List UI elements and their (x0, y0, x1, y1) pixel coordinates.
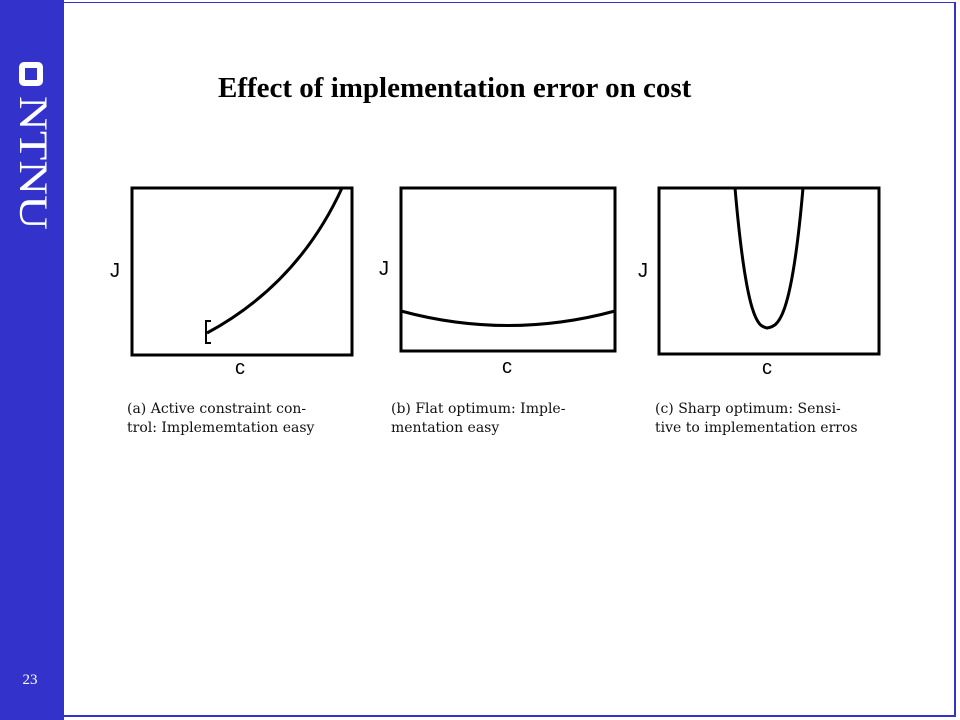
x-axis-label: c (762, 357, 772, 379)
caption-line: (b) Flat optimum: Imple- (391, 401, 566, 417)
plot-active-constraint: J c (110, 186, 354, 379)
panel-sharp-optimum: J c (c) Sharp optimum: Sensi- tive to im… (637, 176, 887, 446)
caption-line: tive to implementation erros (655, 420, 858, 436)
caption-line: (a) Active constraint con- (127, 401, 307, 417)
page-title: Effect of implementation error on cost (218, 72, 692, 104)
y-axis-label: J (110, 260, 120, 282)
ntnu-logo-icon (19, 62, 43, 86)
caption-a: (a) Active constraint con- trol: Impleme… (127, 400, 377, 438)
panel-active-constraint: J c (a) Active constraint con- trol: Imp… (110, 176, 360, 446)
y-axis-label: J (638, 260, 648, 282)
y-axis-label: J (379, 258, 389, 280)
caption-line: (c) Sharp optimum: Sensi- (655, 401, 841, 417)
sidebar: NTNU 23 (0, 0, 64, 720)
logo-text: NTNU (11, 96, 56, 230)
cost-curve-a (206, 187, 344, 335)
plot-flat-optimum: J c (379, 186, 617, 378)
cost-curve-b (400, 309, 616, 327)
content-frame (64, 2, 956, 717)
ntnu-logo-wordmark: NTNU (11, 96, 56, 230)
x-axis-label: c (235, 357, 245, 379)
plot-sharp-optimum: J c (638, 186, 881, 379)
caption-line: trol: Implememtation easy (127, 420, 315, 436)
panel-flat-optimum: J c (b) Flat optimum: Imple- mentation e… (379, 176, 629, 446)
page-number: 23 (22, 672, 38, 688)
caption-line: mentation easy (391, 420, 500, 436)
caption-c: (c) Sharp optimum: Sensi- tive to implem… (655, 400, 905, 438)
cost-curve-c (733, 187, 805, 330)
caption-b: (b) Flat optimum: Imple- mentation easy (391, 400, 641, 438)
x-axis-label: c (502, 356, 512, 378)
constraint-bracket (205, 320, 211, 344)
